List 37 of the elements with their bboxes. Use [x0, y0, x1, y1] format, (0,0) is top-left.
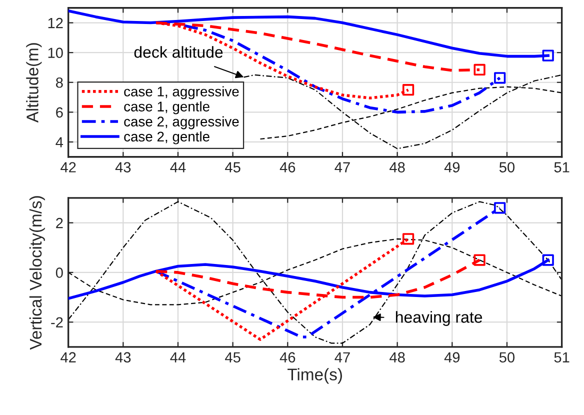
x-tick-label: 43: [115, 352, 131, 363]
y-tick-label: 0: [56, 268, 63, 278]
y-tick-label: 2: [56, 218, 63, 228]
x-tick-label: 51: [554, 162, 570, 172]
y-axis-title: Altitude(m): [26, 43, 42, 123]
x-tick-label: 51: [554, 352, 570, 363]
x-tick-label: 50: [499, 162, 515, 172]
y-tick-label: 4: [56, 137, 64, 148]
y-axis-title: Vertical Velocity(m/s): [29, 196, 45, 350]
legend-label: case 2, aggressive: [124, 116, 239, 130]
legend-label: case 1, gentle: [124, 101, 210, 114]
x-tick-label: 50: [499, 352, 515, 363]
x-tick-label: 45: [225, 162, 240, 172]
x-tick-label: 42: [60, 162, 76, 172]
x-tick-label: 47: [334, 162, 350, 172]
x-tick-label: 44: [170, 352, 186, 362]
x-tick-label: 49: [444, 162, 460, 172]
y-tick-label: 10: [48, 48, 63, 58]
annotation: deck altitude: [134, 46, 223, 58]
y-tick-label: 6: [56, 107, 63, 118]
legend-label: case 1, aggressive: [124, 86, 239, 100]
x-tick-label: 45: [225, 352, 240, 363]
x-tick-label: 46: [280, 352, 296, 363]
y-tick-label: 12: [48, 18, 63, 28]
x-tick-label: 47: [334, 352, 350, 362]
x-tick-label: 49: [444, 352, 460, 363]
x-tick-label: 42: [60, 352, 76, 362]
x-tick-label: 44: [170, 162, 186, 172]
y-tick-label: -2: [51, 317, 63, 328]
x-tick-label: 48: [390, 352, 405, 363]
x-axis-title: Time(s): [288, 368, 342, 384]
x-tick-label: 46: [280, 162, 296, 172]
x-tick-label: 43: [115, 162, 131, 172]
x-tick-label: 48: [390, 162, 405, 172]
y-tick-label: 8: [56, 77, 63, 88]
annotation: heaving rate: [396, 311, 482, 326]
legend-label: case 2, gentle: [124, 131, 210, 144]
